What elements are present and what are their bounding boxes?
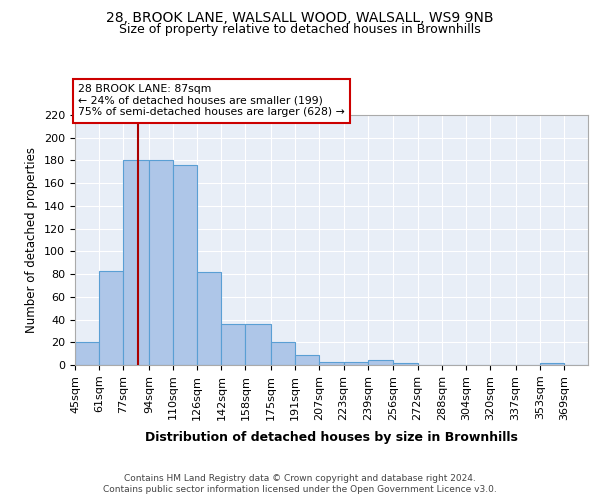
Bar	[540, 362, 564, 365]
Y-axis label: Number of detached properties: Number of detached properties	[25, 147, 38, 333]
Bar	[368, 360, 394, 365]
Bar	[149, 160, 173, 365]
Text: Contains public sector information licensed under the Open Government Licence v3: Contains public sector information licen…	[103, 485, 497, 494]
Bar	[271, 342, 295, 365]
Bar	[295, 355, 319, 365]
Bar	[123, 160, 149, 365]
Text: 28, BROOK LANE, WALSALL WOOD, WALSALL, WS9 9NB: 28, BROOK LANE, WALSALL WOOD, WALSALL, W…	[106, 11, 494, 25]
X-axis label: Distribution of detached houses by size in Brownhills: Distribution of detached houses by size …	[145, 431, 518, 444]
Bar	[221, 324, 245, 365]
Text: Contains HM Land Registry data © Crown copyright and database right 2024.: Contains HM Land Registry data © Crown c…	[124, 474, 476, 483]
Bar	[75, 342, 99, 365]
Bar	[344, 362, 368, 365]
Bar	[173, 165, 197, 365]
Bar	[99, 270, 123, 365]
Bar	[394, 362, 418, 365]
Bar	[245, 324, 271, 365]
Text: 28 BROOK LANE: 87sqm
← 24% of detached houses are smaller (199)
75% of semi-deta: 28 BROOK LANE: 87sqm ← 24% of detached h…	[78, 84, 345, 117]
Bar	[197, 272, 221, 365]
Text: Size of property relative to detached houses in Brownhills: Size of property relative to detached ho…	[119, 22, 481, 36]
Bar	[319, 362, 344, 365]
